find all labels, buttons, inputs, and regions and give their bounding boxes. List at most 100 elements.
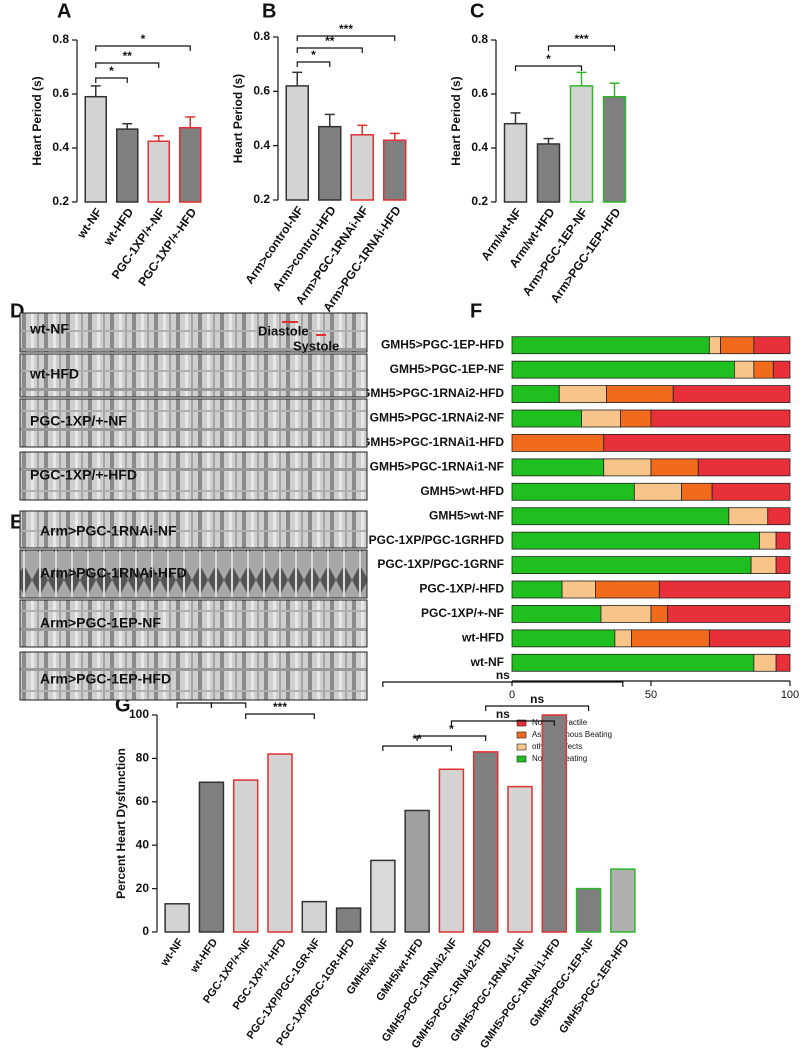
y-tick-label: 0.6 [52,86,69,100]
bar-segment [772,360,791,379]
bar-segment [603,458,652,477]
panel-label: B [262,0,276,22]
y-tick-label: 0.8 [471,32,488,46]
bar-segment [511,385,560,403]
bar [164,903,190,933]
significance-bracket [382,681,624,687]
bar-segment [711,482,791,501]
panel-label: F [470,300,482,322]
x-tick-label: wt-HFD [188,936,221,975]
y-tick-label: 0.8 [52,32,69,46]
bar-segment [658,580,791,599]
bar [536,143,561,203]
legend-swatch [516,731,527,739]
bar-segment [708,336,721,355]
significance-bracket [485,705,590,711]
bar [350,134,374,201]
x-tick-label: wt-NF [74,206,105,242]
significance-label: ** [123,49,133,63]
significance-label: * [311,48,316,62]
significance-bracket [514,65,583,71]
bar-segment [511,653,755,672]
bar-segment [672,385,791,403]
bar-segment [753,336,791,355]
bar [569,85,594,203]
x-tick-label: GMH5>PGC-1EP-NF [527,936,597,1029]
bar-segment [720,336,755,355]
significance-bracket [95,62,160,68]
bar-segment [511,336,710,355]
y-axis-label: Heart Period (s) [30,76,44,165]
y-tick-label: GMH5>PGC-1RNAi2-NF [370,411,504,425]
significance-bracket [450,720,555,726]
bar-segment [697,458,791,477]
significance-label: * [141,32,146,46]
bar-segment [606,385,674,403]
bar-segment [511,531,760,550]
significance-label: * [449,722,454,736]
bar [301,900,328,933]
panel-label: C [470,0,484,22]
bar-segment [667,605,791,623]
bar [84,95,107,203]
y-tick-label: 0.4 [52,140,69,154]
bar [472,751,499,933]
kymograph [19,651,368,701]
significance-bracket [382,745,453,751]
bar [383,139,407,201]
y-tick-label: 0.4 [253,138,270,152]
bar [404,809,430,933]
significance-bracket [296,47,363,53]
significance-bracket [416,735,487,741]
significance-bracket [547,45,616,51]
marker-label: Systole [293,338,339,353]
bar-segment [650,605,669,623]
y-tick-label: GMH5>PGC-1RNAi2-HFD [361,386,504,400]
bar-segment [511,629,616,648]
significance-bracket [176,702,213,708]
bar [610,868,636,933]
bar [267,753,293,933]
y-tick-label: 0.4 [471,140,488,154]
bar-segment [775,531,791,550]
bar-segment [511,409,582,428]
y-tick-label: GMH5>PGC-1RNAi1-HFD [361,435,504,449]
y-tick-label: 0.2 [471,194,488,208]
bar-segment [581,409,621,428]
significance-label: ** [412,732,422,746]
significance-bracket [296,61,331,67]
legend-swatch [516,719,527,727]
x-tick-label: wt-NF [158,936,186,969]
x-tick-label: 0 [509,689,515,701]
y-tick-label: GMH5>PGC-1RNAi1-NF [370,460,504,474]
y-tick-label: 60 [136,794,150,808]
bar [370,859,396,933]
bar-segment [650,409,791,428]
bar-segment [620,409,652,428]
x-tick-label: PGC-1XP/+-HFD [135,205,199,288]
significance-label: *** [574,32,588,46]
y-tick-label: 20 [136,881,150,895]
y-tick-label: 0.2 [253,192,270,206]
bar-segment [511,507,730,526]
bar-segment [753,653,777,672]
y-tick-label: wt-NF [470,655,504,669]
y-tick-label: PGC-1XP/PGC-1GRNF [377,557,504,571]
y-axis-label: Percent Heart Dysfunction [114,748,128,899]
kymograph-label: wt-NF [29,321,69,337]
bar [575,887,602,933]
bar-segment [767,507,791,526]
bar-segment [681,482,713,501]
y-axis-label: Heart Period (s) [231,74,245,163]
x-tick-label: 100 [781,689,799,701]
bar-segment [511,580,563,599]
bar-segment [511,434,605,452]
bar-segment [708,629,791,648]
significance-label: *** [339,22,353,36]
bar-segment [614,629,632,648]
y-tick-label: 80 [136,751,150,765]
x-tick-label: GMH5>PGC-1EP-HFD [557,936,632,1035]
bar [147,140,170,203]
y-tick-label: PGC-1XP/PGC-1GRHFD [369,533,505,547]
